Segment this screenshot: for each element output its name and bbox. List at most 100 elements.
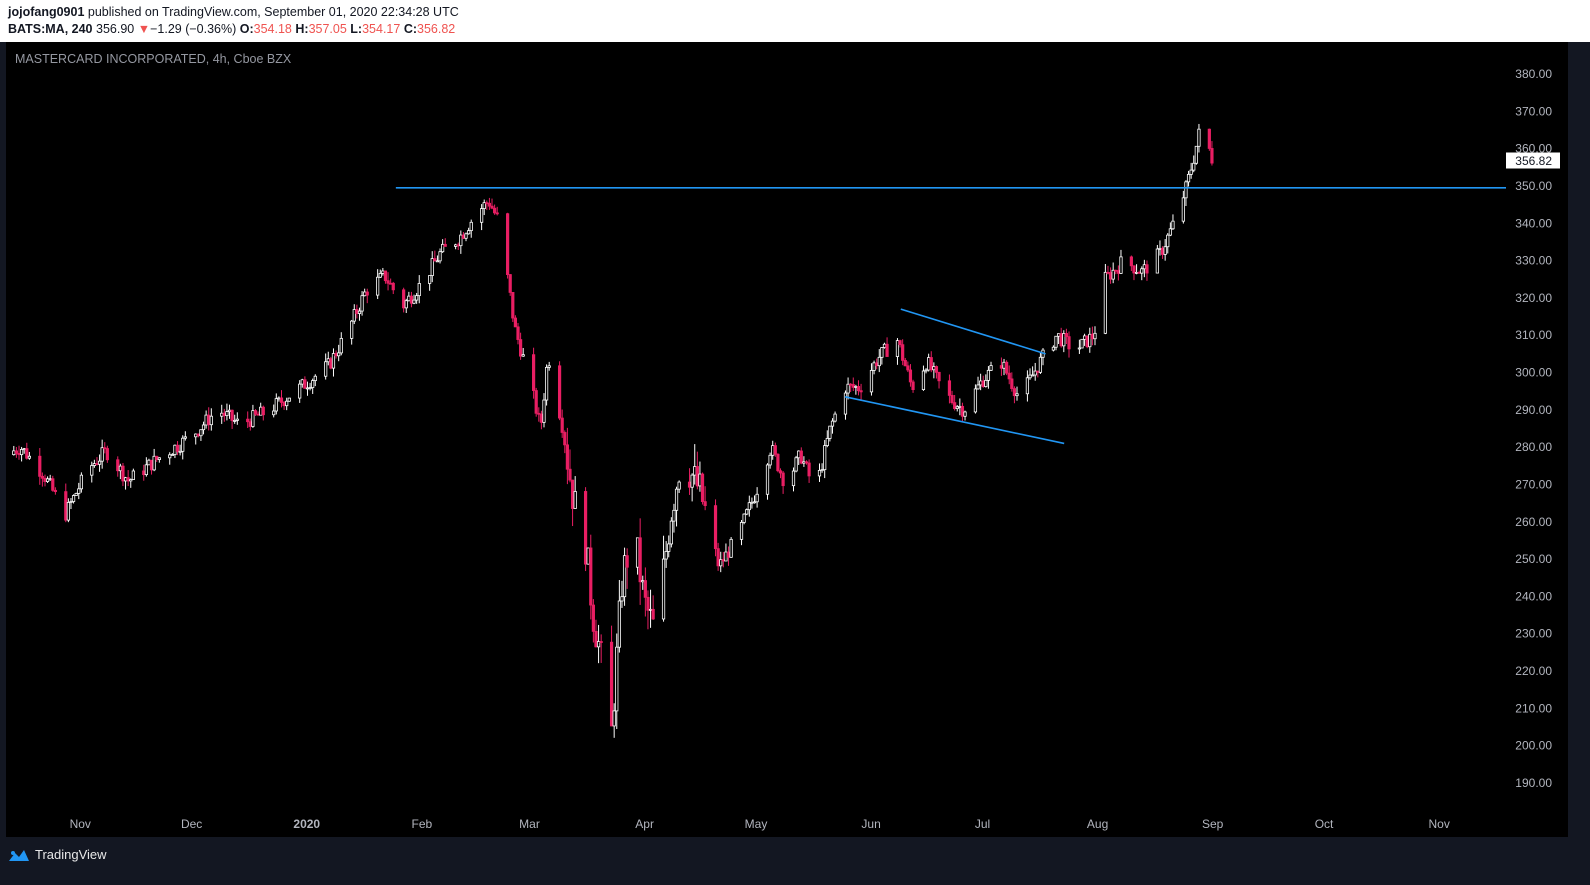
candle-body bbox=[573, 491, 577, 509]
price-chart[interactable]: 380.00 370.00 360.00 350.00 340.00 330.00 320.… bbox=[6, 42, 1590, 837]
candle-body bbox=[311, 380, 315, 388]
candle-body bbox=[713, 505, 718, 550]
candle-body bbox=[617, 600, 621, 648]
candle-body bbox=[1145, 264, 1149, 274]
candle-body bbox=[1031, 374, 1035, 377]
candle-body bbox=[222, 412, 226, 417]
symbol-label: BATS:MA, 240 bbox=[8, 22, 93, 36]
candle-body bbox=[859, 390, 863, 393]
candle-body bbox=[435, 260, 440, 263]
candle-body bbox=[12, 450, 16, 456]
x-tick-label: 2020 bbox=[293, 817, 320, 831]
candle-body bbox=[199, 429, 203, 437]
candle-body bbox=[152, 455, 156, 471]
candle-body bbox=[568, 468, 572, 481]
candle-body bbox=[825, 438, 829, 447]
candle-body bbox=[586, 547, 590, 565]
candle-body bbox=[542, 399, 546, 423]
price-axis[interactable]: 380.00 370.00 360.00 350.00 340.00 330.00 320.… bbox=[1506, 67, 1560, 790]
candle-body bbox=[1189, 169, 1193, 175]
candle-body bbox=[1129, 256, 1133, 267]
author-name[interactable]: jojofang0901 bbox=[8, 5, 85, 19]
candle-body bbox=[461, 234, 466, 239]
candle-body bbox=[251, 410, 255, 427]
candle-body bbox=[381, 270, 385, 274]
candle-body bbox=[807, 462, 811, 477]
high-label: H: bbox=[295, 22, 309, 36]
candle-body bbox=[126, 477, 130, 482]
candle-body bbox=[74, 493, 78, 496]
candle-body bbox=[253, 410, 258, 415]
candle-body bbox=[958, 405, 962, 408]
publish-header: jojofang0901 published on TradingView.co… bbox=[0, 0, 1590, 42]
trendline[interactable] bbox=[844, 395, 1065, 445]
y-tick-label: 310.00 bbox=[1515, 328, 1552, 342]
candle-body bbox=[376, 276, 380, 296]
candle-body bbox=[981, 380, 985, 387]
candle-body bbox=[1108, 272, 1113, 280]
candle-body bbox=[1186, 173, 1191, 183]
candle-body bbox=[672, 509, 676, 522]
candle-body bbox=[537, 412, 541, 415]
drawings-layer bbox=[395, 187, 1506, 445]
candle-body bbox=[1015, 393, 1019, 397]
y-tick-label: 300.00 bbox=[1515, 366, 1552, 380]
candle-body bbox=[383, 270, 388, 282]
candle-body bbox=[1085, 335, 1089, 348]
candle-body bbox=[648, 608, 653, 611]
candle-body bbox=[178, 450, 182, 453]
candle-body bbox=[100, 447, 104, 462]
candle-body bbox=[599, 641, 603, 643]
low-value: 354.17 bbox=[362, 22, 401, 36]
candle-body bbox=[851, 384, 855, 388]
candle-body bbox=[823, 445, 827, 471]
candle-body bbox=[513, 317, 518, 328]
candle-body bbox=[1181, 197, 1185, 222]
candle-body bbox=[204, 414, 208, 426]
candle-body bbox=[272, 410, 276, 416]
candle-body bbox=[355, 309, 359, 314]
candle-body bbox=[329, 358, 333, 369]
candle-body bbox=[508, 274, 512, 293]
candle-body bbox=[170, 454, 174, 456]
candle-body bbox=[97, 460, 102, 465]
candle-body bbox=[937, 371, 941, 382]
chart-area[interactable]: 380.00 370.00 360.00 350.00 340.00 330.00 320.… bbox=[6, 42, 1590, 837]
tradingview-logo[interactable]: TradingView bbox=[7, 847, 107, 862]
trendline[interactable] bbox=[900, 308, 1046, 355]
candle-body bbox=[1119, 256, 1123, 274]
candle-body bbox=[1134, 271, 1139, 274]
candle-body bbox=[467, 230, 471, 235]
time-axis[interactable]: Nov Dec 2020 Feb Mar Apr May Jun Jul Aug Sep Oct Nov bbox=[70, 817, 1450, 831]
candle-body bbox=[1192, 162, 1196, 171]
candle-body bbox=[1067, 336, 1071, 350]
candle-body bbox=[14, 450, 18, 454]
price-change: −1.29 (−0.36%) bbox=[150, 22, 237, 36]
candle-body bbox=[298, 383, 302, 399]
candle-body bbox=[313, 375, 317, 382]
candle-body bbox=[1194, 145, 1198, 164]
candle-body bbox=[183, 436, 187, 439]
candle-body bbox=[235, 418, 239, 421]
candle-body bbox=[768, 454, 772, 466]
candle-body bbox=[360, 295, 364, 312]
candle-body bbox=[116, 459, 120, 472]
candle-body bbox=[308, 387, 312, 389]
candle-body bbox=[1210, 148, 1214, 164]
candle-body bbox=[27, 455, 31, 459]
candle-body bbox=[1036, 370, 1040, 373]
candle-body bbox=[747, 502, 751, 511]
y-tick-label: 370.00 bbox=[1515, 104, 1552, 118]
candle-body bbox=[771, 445, 775, 456]
candle-body bbox=[389, 282, 393, 285]
footer: TradingView bbox=[0, 837, 1590, 885]
candle-body bbox=[547, 365, 551, 368]
open-value: 354.18 bbox=[253, 22, 292, 36]
candle-body bbox=[557, 365, 562, 419]
candle-body bbox=[583, 491, 588, 565]
candle-body bbox=[700, 473, 705, 503]
candle-body bbox=[643, 580, 647, 598]
x-tick-label: Nov bbox=[1428, 817, 1449, 831]
candle-body bbox=[391, 282, 395, 291]
candle-body bbox=[469, 221, 473, 232]
